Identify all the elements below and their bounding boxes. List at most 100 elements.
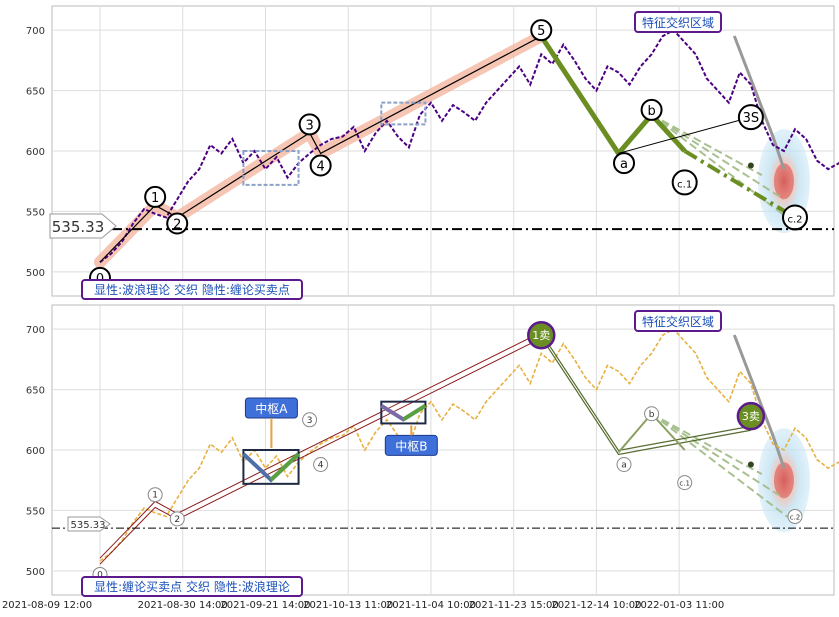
bottom-wave-label-circle	[313, 457, 329, 472]
x-tick-label: 2021-08-09 12:00	[2, 600, 92, 611]
top-wave-label: 3S	[743, 111, 760, 126]
top-wave-leg	[539, 34, 687, 158]
bottom-zhongshu-name: 中枢B	[395, 438, 427, 453]
top-wave-series	[242, 34, 797, 220]
x-axis-labels: 2021-08-09 12:00 2021-08-30 14:002021-09-…	[2, 600, 724, 611]
bottom-wave-label-circle	[616, 457, 632, 472]
top-feature-zone-core	[773, 163, 794, 200]
top-wave-label-circle	[530, 19, 553, 42]
bottom-signal-label: 3卖	[742, 410, 760, 423]
bot-ytick-label: 600	[26, 446, 45, 457]
top-zhongshu-a	[242, 150, 300, 186]
top-fan-line	[651, 113, 785, 201]
bottom-wave-label-circle	[677, 475, 693, 491]
top-hline-value: 535.33	[52, 218, 105, 236]
top-target-dot	[747, 162, 754, 169]
bottom-wave-label-circle	[147, 487, 163, 503]
top-ytick-label: 500	[26, 268, 45, 279]
bottom-signal-label: 1卖	[532, 329, 550, 342]
bottom-hline-callout: 535.33	[67, 516, 111, 532]
bot-ytick-label: 700	[26, 325, 45, 336]
bottom-wave-label: 3	[307, 416, 313, 426]
bot-fan-line	[651, 412, 763, 476]
bottom-wave-label: c.2	[790, 513, 801, 521]
top-y-ticks: 500 550 600 650 700	[26, 26, 45, 279]
bottom-wave-label: 1	[152, 491, 158, 501]
top-wave-projection	[683, 149, 797, 220]
top-wave-label-circle	[737, 104, 764, 131]
top-ytick-label: 650	[26, 87, 45, 98]
bottom-wave-label-circle	[302, 412, 318, 428]
bottom-signal-circle	[736, 401, 766, 431]
top-ytick-label: 600	[26, 147, 45, 158]
bottom-signal-circle	[527, 320, 556, 350]
bottom-zhongshu-boxes: 中枢A 中枢B	[242, 397, 438, 485]
top-zone-label-box: 特征交织区域	[634, 11, 722, 33]
top-zone-pointer	[732, 35, 786, 170]
bottom-down-bi	[540, 336, 751, 456]
top-wave-channel	[618, 116, 752, 154]
bottom-zhongshu-name: 中枢A	[255, 401, 288, 416]
bottom-wave-labels: 0 1 2 3 4 a b c.1 c.2	[92, 406, 803, 582]
bottom-legend-box: 显性:缠论买卖点 交织 隐性:波浪理论	[81, 576, 303, 597]
bottom-zhongshu-box	[242, 449, 300, 485]
top-wave-label: 1	[151, 191, 159, 206]
top-price-line	[99, 28, 839, 263]
x-tick-label: 2021-09-21 14:00	[220, 600, 310, 611]
bottom-zhongshu-zig-up	[269, 452, 300, 482]
bot-feature-zone-core	[773, 462, 794, 499]
top-fan-line	[651, 113, 763, 177]
top-zone-label: 特征交织区域	[642, 15, 714, 30]
bottom-down-bi	[540, 332, 751, 452]
bottom-bi-channel	[99, 337, 542, 565]
bottom-wave-label: 0	[97, 570, 103, 580]
top-wave-label-circle	[144, 185, 167, 208]
bottom-price-series	[99, 328, 839, 565]
bot-ytick-label: 550	[26, 506, 45, 517]
top-wave-label: a	[620, 157, 628, 172]
x-tick-label: 2021-11-23 15:00	[469, 600, 559, 611]
bottom-wave-label-circle	[169, 511, 185, 527]
bottom-zhongshu-box	[380, 400, 427, 425]
bot-ytick-label: 650	[26, 386, 45, 397]
bottom-wave-label: b	[649, 410, 655, 420]
bottom-zone-label: 特征交织区域	[642, 314, 714, 329]
top-wave-label: c.1	[677, 179, 692, 190]
x-tick-label: 2021-10-13 11:00	[303, 600, 393, 611]
bottom-y-ticks: 500 550 600 650 700	[26, 325, 45, 578]
bottom-hline-value: 535.33	[71, 520, 106, 531]
bottom-signals: 1卖 3卖	[527, 320, 766, 431]
bot-ytick-label: 500	[26, 567, 45, 578]
bot-target-dot	[747, 461, 754, 468]
bottom-legend-label: 显性:缠论买卖点 交织 隐性:波浪理论	[94, 579, 290, 594]
bottom-bi-channel	[99, 331, 542, 559]
top-ytick-label: 700	[26, 26, 45, 37]
x-tick-label: 2021-12-14 10:00	[551, 600, 641, 611]
top-wave-label-circle	[613, 152, 636, 175]
top-wave-label: 5	[537, 24, 545, 39]
top-wave-label-circle	[298, 113, 321, 136]
top-ytick-label: 550	[26, 207, 45, 218]
top-wave-label: 2	[173, 218, 181, 233]
top-wave-label: b	[647, 104, 655, 119]
top-wave-label-circle	[309, 154, 332, 177]
bottom-decorations	[650, 334, 810, 533]
bottom-zhongshu-zig-up	[402, 403, 427, 422]
top-legend-box: 显性:波浪理论 交织 隐性:缠论买卖点	[81, 279, 303, 300]
x-tick-label: 2021-11-04 10:00	[386, 600, 476, 611]
top-legend-label: 显性:波浪理论 交织 隐性:缠论买卖点	[94, 282, 290, 297]
bottom-price-line	[99, 328, 839, 562]
top-wave-label-circle	[640, 98, 663, 121]
top-wave-label: c.2	[787, 214, 802, 225]
bottom-wave-label: 4	[318, 461, 324, 471]
bot-fan-line	[651, 412, 785, 500]
x-tick-label: 2022-01-03 11:00	[634, 600, 724, 611]
bottom-wave-label: c.1	[679, 480, 690, 488]
x-tick-label: 2021-08-30 14:00	[138, 600, 228, 611]
top-wave-label-circle	[671, 169, 698, 196]
bottom-wave-label: 2	[174, 515, 180, 525]
bot-zone-pointer	[732, 334, 786, 469]
top-zhongshu-b	[380, 101, 427, 126]
bottom-chart-panel: 500 550 600 650 700 中枢A 中枢B 0 1 2 3 4 a b c.1 c.2 1卖 3…	[26, 304, 839, 597]
